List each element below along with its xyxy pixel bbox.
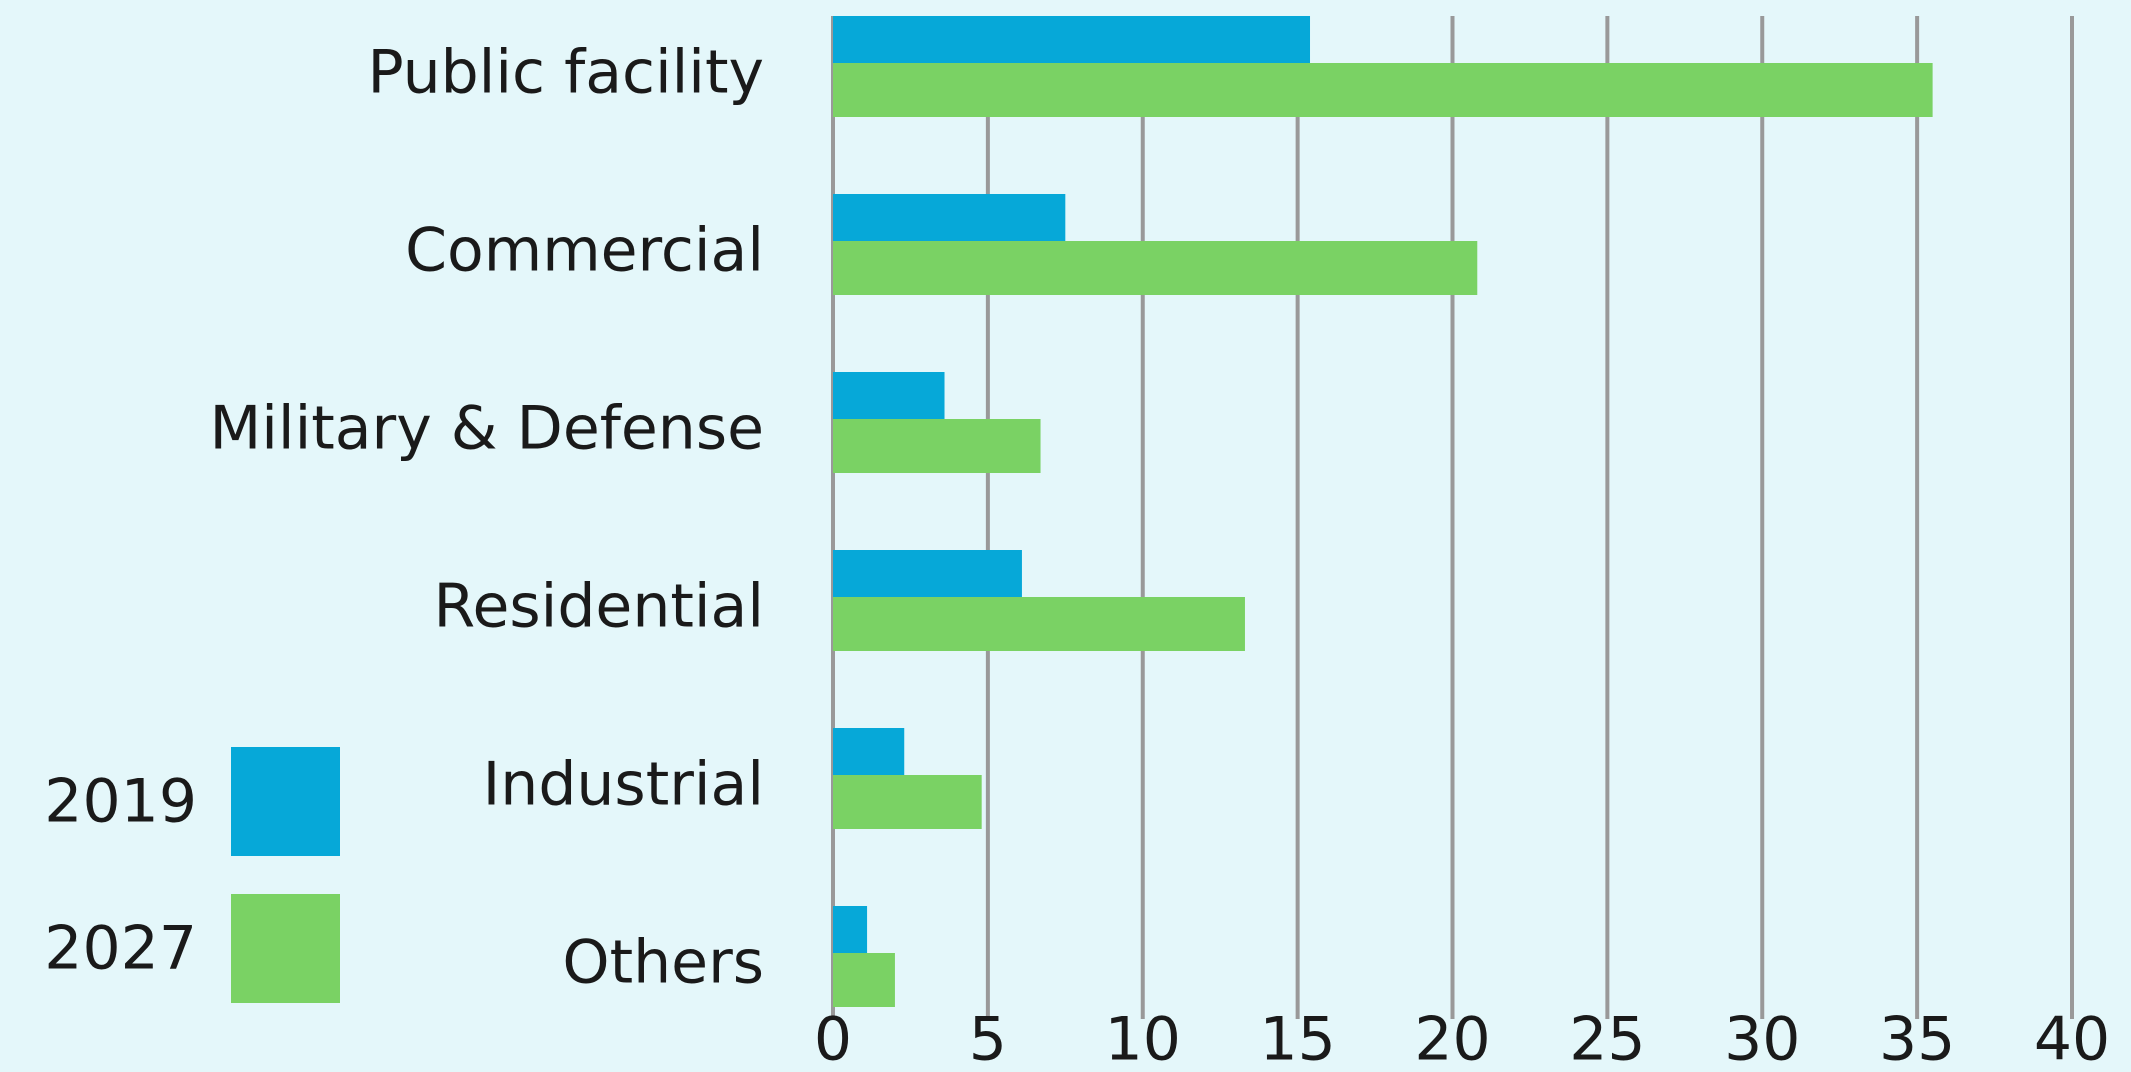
bar xyxy=(833,63,1933,117)
category-label: Industrial xyxy=(483,750,764,820)
category-label: Public facility xyxy=(367,38,764,108)
x-tick-label: 25 xyxy=(1569,1005,1645,1072)
bar xyxy=(833,372,945,419)
bar xyxy=(833,775,982,829)
category-label: Military & Defense xyxy=(209,394,764,464)
x-tick-label: 5 xyxy=(969,1005,1007,1072)
bar xyxy=(833,16,1311,63)
x-tick-label: 35 xyxy=(1879,1005,1955,1072)
bar xyxy=(833,597,1245,651)
x-tick-label: 0 xyxy=(814,1005,852,1072)
bar xyxy=(833,953,895,1007)
legend-swatch xyxy=(231,894,340,1003)
bar xyxy=(833,906,868,953)
bar xyxy=(833,728,905,775)
bar xyxy=(833,194,1066,241)
x-tick-label: 20 xyxy=(1414,1005,1490,1072)
x-tick-label: 40 xyxy=(2034,1005,2110,1072)
x-tick-label: 15 xyxy=(1259,1005,1335,1072)
legend-label: 2019 xyxy=(44,767,197,837)
category-label: Residential xyxy=(434,572,765,642)
x-tick-label: 10 xyxy=(1105,1005,1181,1072)
bar xyxy=(833,241,1478,295)
bar xyxy=(833,419,1041,473)
category-label: Others xyxy=(562,928,764,998)
legend-label: 2027 xyxy=(44,914,197,984)
legend-swatch xyxy=(231,747,340,856)
bar xyxy=(833,550,1022,597)
category-label: Commercial xyxy=(405,216,764,286)
x-tick-label: 30 xyxy=(1724,1005,1800,1072)
